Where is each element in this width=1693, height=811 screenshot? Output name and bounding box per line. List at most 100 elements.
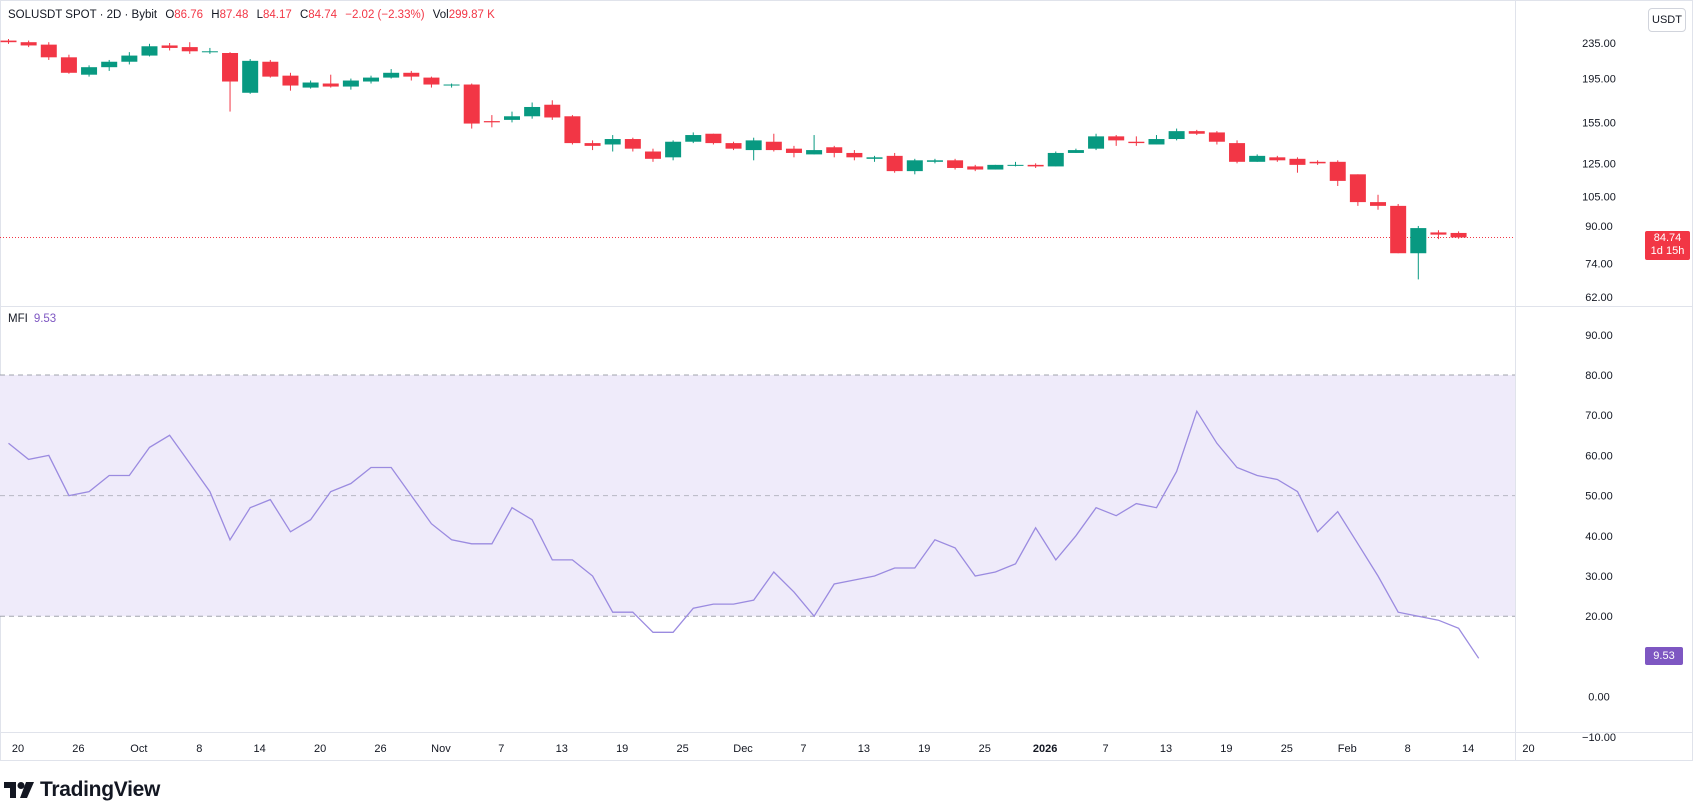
- candle-body: [765, 141, 782, 151]
- candle: [886, 152, 903, 173]
- time-tick-label: 25: [1281, 743, 1293, 755]
- candle-body: [81, 67, 98, 75]
- candle: [201, 47, 218, 54]
- mfi-legend-value: 9.53: [33, 313, 57, 325]
- high-value: 87.48: [219, 9, 249, 21]
- candle: [322, 74, 339, 88]
- candle: [1027, 163, 1044, 168]
- candle-body: [947, 160, 964, 168]
- candle: [121, 52, 138, 65]
- price-tick-label: 62.00: [1585, 292, 1613, 304]
- candle: [705, 133, 722, 145]
- mfi-tick-label: 20.00: [1585, 611, 1613, 623]
- candle: [725, 141, 742, 151]
- last-price-value: 84.74: [1653, 232, 1682, 244]
- candle-body: [101, 61, 118, 68]
- candle: [604, 135, 621, 152]
- candle: [926, 158, 943, 164]
- tradingview-logo[interactable]: TradingView: [4, 778, 160, 802]
- mfi-tick-label: −10.00: [1582, 732, 1616, 744]
- price-tick-label: 105.00: [1582, 192, 1616, 204]
- candle: [866, 155, 883, 162]
- candle: [947, 158, 964, 170]
- time-tick-label: 19: [616, 743, 628, 755]
- time-tick-label: 26: [72, 743, 84, 755]
- candle-body: [785, 148, 802, 153]
- candle-body: [745, 140, 762, 151]
- open-label: O: [165, 9, 175, 21]
- candle: [624, 137, 641, 152]
- time-tick-label: 2026: [1033, 743, 1057, 755]
- candle-body: [423, 77, 440, 85]
- candle-body: [967, 166, 984, 170]
- candle-body: [282, 75, 299, 86]
- candle-body: [1370, 202, 1387, 206]
- candle-body: [1289, 158, 1306, 165]
- candle-body: [987, 164, 1004, 170]
- candle: [282, 72, 299, 91]
- symbol-title[interactable]: SOLUSDT SPOT · 2D · Bybit: [8, 9, 158, 21]
- candle-body: [1249, 155, 1266, 162]
- candle: [1229, 140, 1246, 164]
- candle: [685, 132, 702, 144]
- candle-body: [1410, 228, 1427, 254]
- candle: [1128, 136, 1145, 146]
- candle: [987, 164, 1004, 170]
- candle-body: [926, 160, 943, 162]
- price-tick-label: 125.00: [1582, 158, 1616, 170]
- mfi-tick-label: 60.00: [1585, 450, 1613, 462]
- mfi-tick-label: 30.00: [1585, 571, 1613, 583]
- mfi-legend[interactable]: MFI 9.53: [8, 313, 56, 325]
- candle-body: [624, 139, 641, 149]
- candle-body: [60, 57, 77, 73]
- candle: [906, 158, 923, 175]
- candle: [745, 137, 762, 161]
- candle-body: [1027, 164, 1044, 167]
- candle: [1410, 225, 1427, 280]
- candle: [222, 52, 239, 112]
- candle-body: [564, 116, 581, 144]
- candle-body: [725, 143, 742, 149]
- price-tick-label: 195.00: [1582, 74, 1616, 86]
- time-tick-label: 20: [1522, 743, 1534, 755]
- candle: [967, 164, 984, 172]
- candle-body: [121, 55, 138, 62]
- candle-body: [463, 84, 480, 124]
- mfi-tick-label: 50.00: [1585, 491, 1613, 503]
- candle-body: [846, 152, 863, 158]
- candle-body: [1349, 174, 1366, 203]
- candle-body: [1430, 232, 1447, 235]
- candle: [1168, 128, 1185, 141]
- candle: [846, 150, 863, 161]
- candle: [1370, 194, 1387, 210]
- candle-body: [40, 44, 57, 58]
- time-tick-label: 7: [1102, 743, 1108, 755]
- candle: [1047, 151, 1064, 167]
- candle: [101, 59, 118, 71]
- candle: [1208, 131, 1225, 145]
- candle: [423, 76, 440, 88]
- time-axis: 20 26 Oct 8 14 20 26 Nov 7 13 19 25 Dec 7 13 19 25 2026 7 1…: [12, 743, 1535, 755]
- candle-body: [222, 52, 239, 82]
- candle-body: [262, 61, 279, 77]
- time-tick-label: 8: [1405, 743, 1411, 755]
- candle: [665, 140, 682, 161]
- currency-button[interactable]: USDT: [1648, 8, 1686, 32]
- candle-body: [1450, 232, 1467, 238]
- mfi-tick-label: 0.00: [1588, 692, 1609, 704]
- candle-body: [1309, 161, 1326, 164]
- candle-body: [20, 42, 37, 46]
- candle-body: [1148, 139, 1165, 145]
- time-tick-label: Nov: [431, 743, 451, 755]
- low-value: 84.17: [262, 9, 292, 21]
- candle-series: [0, 38, 1515, 280]
- candle-body: [483, 121, 500, 123]
- candle-body: [322, 83, 339, 87]
- change-value: −2.02 (−2.33%): [345, 9, 425, 21]
- mfi-band-area: [0, 374, 1515, 617]
- candle: [564, 115, 581, 145]
- candle-body: [866, 157, 883, 159]
- candle: [443, 83, 460, 88]
- candle-body: [1128, 141, 1145, 144]
